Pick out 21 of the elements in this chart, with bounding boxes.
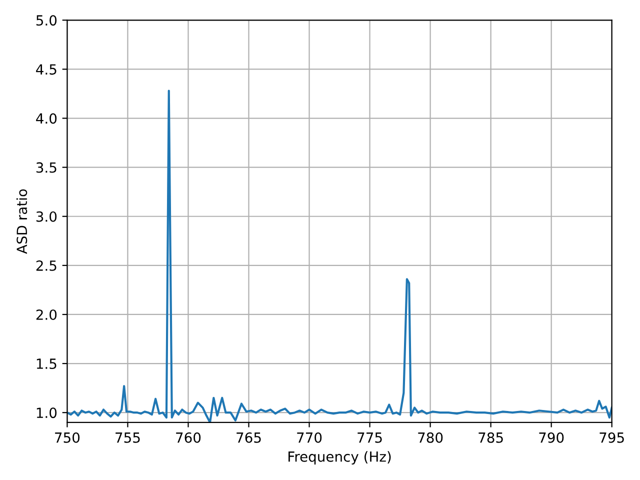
x-tick-label: 765 (236, 432, 261, 443)
y-tick-label: 2.5 (36, 260, 56, 271)
x-tick-label: 780 (418, 432, 443, 443)
x-tick-label: 770 (297, 432, 322, 443)
x-tick-label: 795 (600, 432, 624, 443)
x-axis-title: Frequency (Hz) (288, 451, 391, 465)
y-tick-label: 4.5 (36, 64, 56, 75)
x-tick-label: 760 (176, 432, 201, 443)
x-tick-label: 750 (55, 432, 80, 443)
y-tick-label: 1.0 (36, 408, 57, 418)
x-tick-label: 755 (116, 432, 140, 443)
y-axis-title: ASD ratio (16, 189, 28, 254)
y-tick-label: 3.5 (36, 162, 56, 173)
x-tick-label: 790 (539, 432, 564, 443)
y-tick-label: 3.0 (36, 211, 57, 222)
y-tick-label: 1.5 (36, 358, 56, 370)
x-tick-label: 785 (478, 432, 503, 443)
y-tick-label: 5.0 (36, 15, 57, 26)
x-tick-label: 775 (358, 432, 382, 443)
y-tick-label: 2.0 (36, 309, 57, 320)
y-tick-label: 4.0 (36, 113, 57, 124)
